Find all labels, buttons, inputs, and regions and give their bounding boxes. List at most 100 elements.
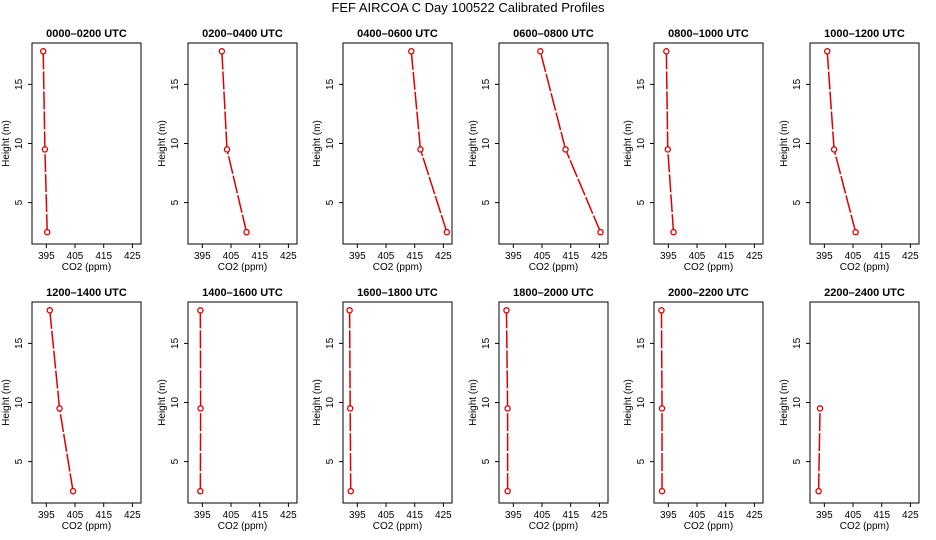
x-tick-label: 425 [746,251,763,262]
data-point [46,307,54,314]
x-tick-label: 395 [38,510,55,521]
y-tick-label: 5 [792,199,803,205]
x-tick-label: 395 [660,251,677,262]
y-tick-label: 5 [14,458,25,464]
y-tick-label: 15 [481,78,492,90]
x-tick-label: 395 [194,510,211,521]
y-tick-label: 15 [170,78,181,90]
x-tick-label: 415 [406,510,423,521]
x-tick-label: 415 [95,510,112,521]
y-axis-label: Height (m) [312,379,323,426]
x-tick-label: 395 [194,251,211,262]
profile-line-segment [564,149,602,233]
data-point [417,146,424,153]
x-tick-label: 425 [435,251,452,262]
y-axis-label: Height (m) [623,120,634,167]
y-tick-label: 15 [14,337,25,349]
y-axis-label: Height (m) [468,120,479,167]
plot-frame [498,42,609,245]
x-tick-label: 405 [223,251,240,262]
data-point [658,405,666,412]
y-tick-label: 15 [481,337,492,349]
y-tick-label: 10 [792,138,803,150]
profile-line-segment [817,408,821,492]
plot-frame [31,42,142,245]
x-tick-label: 405 [67,251,84,262]
data-point [39,48,47,55]
y-axis-label: Height (m) [157,379,168,426]
x-tick-label: 425 [124,251,141,262]
x-tick-label: 425 [902,251,919,262]
data-point [816,405,824,412]
x-tick-label: 415 [717,510,734,521]
profile-line-segment [226,149,248,233]
y-tick-label: 5 [481,199,492,205]
data-point [658,487,666,495]
x-tick-label: 395 [505,510,522,521]
profile-line-segment [667,149,675,233]
y-tick-label: 10 [636,138,647,150]
x-tick-label: 405 [845,510,862,521]
y-tick-label: 5 [170,199,181,205]
profile-line-segment [826,51,835,150]
panel-title: 0800–1000 UTC [668,28,749,40]
panel-title: 1800–2000 UTC [513,287,594,299]
x-tick-label: 425 [902,510,919,521]
y-axis-label: Height (m) [1,120,12,167]
data-point [852,228,859,236]
data-point [197,307,204,314]
x-axis-label: CO2 (ppm) [373,521,422,532]
x-tick-label: 405 [67,510,84,521]
x-axis-label: CO2 (ppm) [62,262,111,273]
x-axis-label: CO2 (ppm) [218,262,267,273]
x-tick-label: 405 [689,251,706,262]
y-tick-label: 15 [636,337,647,349]
data-point [346,405,354,412]
x-axis-label: CO2 (ppm) [529,262,578,273]
plot-frame [809,42,920,245]
y-axis-label: Height (m) [157,120,168,167]
data-point [243,228,250,236]
profile-line-segment [419,149,448,233]
y-tick-label: 10 [481,397,492,409]
y-tick-label: 10 [14,397,25,409]
y-tick-label: 5 [481,458,492,464]
data-point [443,228,451,236]
x-tick-label: 405 [223,510,240,521]
x-tick-label: 395 [349,251,366,262]
x-tick-label: 425 [124,510,141,521]
profile-line-segment [660,310,663,409]
y-tick-label: 15 [636,78,647,90]
y-axis-label: Height (m) [779,120,790,167]
profile-line-segment [665,51,669,150]
data-point [346,307,353,314]
plot-frame [342,301,453,504]
x-tick-label: 405 [845,251,862,262]
data-point [537,48,544,55]
x-axis-label: CO2 (ppm) [529,521,578,532]
y-tick-label: 15 [14,78,25,90]
x-tick-label: 405 [378,510,395,521]
y-axis-label: Height (m) [312,120,323,167]
x-tick-label: 425 [591,510,608,521]
profile-line-segment [539,51,567,150]
data-point [663,48,670,55]
y-tick-label: 5 [636,458,647,464]
panel-title: 0200–0400 UTC [202,28,283,40]
y-tick-label: 10 [792,397,803,409]
y-tick-label: 5 [170,458,181,464]
data-point [658,307,665,314]
y-tick-label: 15 [325,78,336,90]
plot-frame [653,42,764,245]
x-tick-label: 415 [562,510,579,521]
data-point [223,146,231,153]
y-tick-label: 5 [792,458,803,464]
x-tick-label: 425 [591,251,608,262]
x-tick-label: 395 [660,510,677,521]
data-point [41,146,49,153]
data-point [218,48,226,55]
x-tick-label: 425 [280,510,297,521]
data-point [597,228,604,236]
data-point [197,405,204,412]
y-tick-label: 5 [325,199,336,205]
